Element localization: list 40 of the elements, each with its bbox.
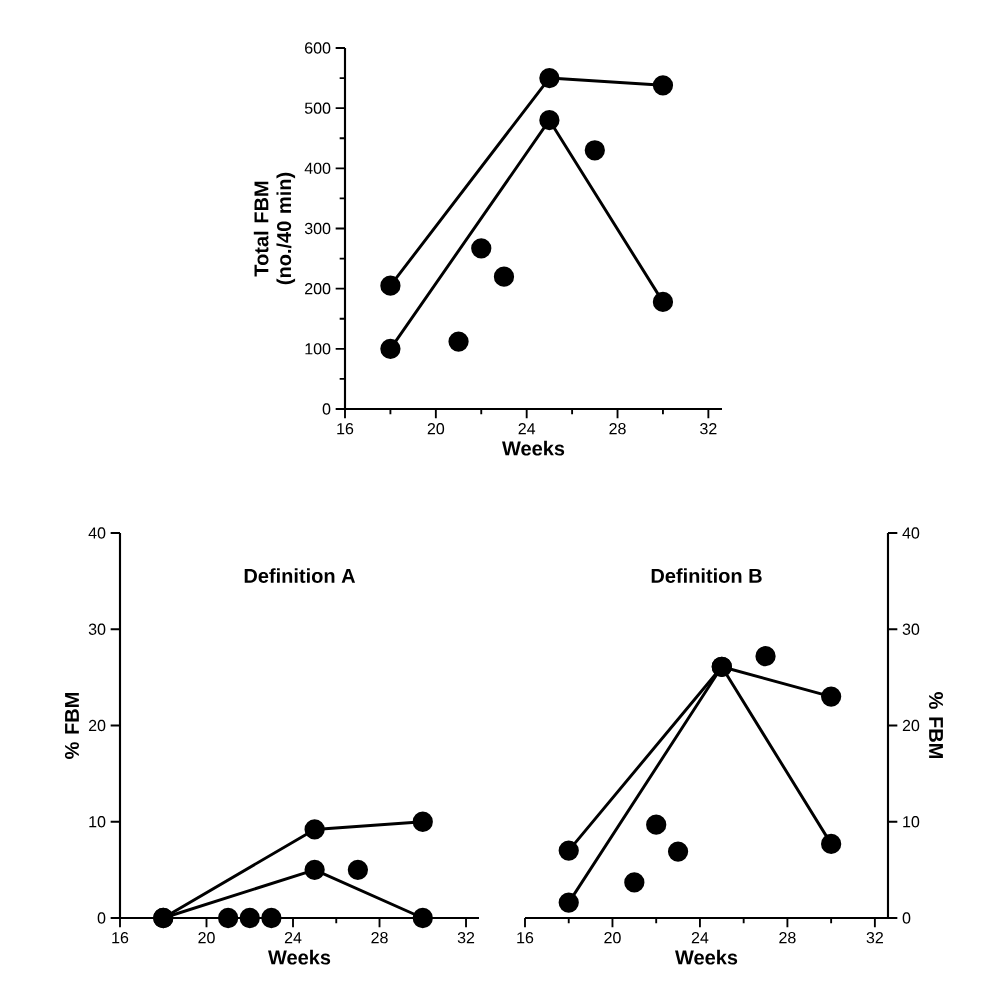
x-tick-label: 28 bbox=[609, 423, 626, 435]
x-tick-label: 28 bbox=[371, 932, 388, 944]
y2-tick-label: 10 bbox=[903, 816, 920, 828]
y-tick-label: 100 bbox=[305, 343, 331, 355]
y-tick-label: 600 bbox=[305, 42, 331, 54]
x-axis-title: Weeks bbox=[675, 949, 738, 965]
x-tick-label: 20 bbox=[427, 423, 445, 435]
x-tick-label: 28 bbox=[779, 932, 796, 944]
y-axis-title: % FBM bbox=[64, 692, 79, 759]
x-axis-title: Weeks bbox=[268, 949, 331, 965]
x-tick-label: 32 bbox=[700, 423, 717, 435]
y-tick-label: 300 bbox=[304, 222, 331, 235]
x-tick-label: 32 bbox=[457, 932, 475, 944]
x-tick-label: 16 bbox=[517, 932, 534, 944]
y2-tick-label: 20 bbox=[902, 719, 920, 732]
y-tick-label: 0 bbox=[322, 403, 331, 415]
y2-tick-label: 40 bbox=[902, 527, 920, 539]
text: Definition B bbox=[651, 568, 762, 583]
x-tick-label: 20 bbox=[604, 932, 621, 944]
y-tick-label: 20 bbox=[88, 719, 106, 732]
x-tick-label: 16 bbox=[112, 932, 129, 944]
y-tick-label: 0 bbox=[97, 912, 106, 924]
y-tick-label: 10 bbox=[89, 816, 106, 828]
y-tick-label: 200 bbox=[305, 283, 331, 295]
x-tick-label: 24 bbox=[518, 423, 536, 435]
y2-axis-title: % FBM bbox=[929, 692, 944, 759]
x-tick-label: 32 bbox=[866, 932, 883, 944]
x-tick-label: 16 bbox=[337, 423, 354, 435]
y-tick-label: 500 bbox=[304, 102, 331, 114]
y-axis-title: Total FBM (no./40 min) bbox=[253, 172, 296, 285]
x-tick-label: 24 bbox=[284, 932, 302, 944]
x-axis-title: Weeks bbox=[502, 440, 565, 456]
x-tick-label: 24 bbox=[691, 932, 709, 944]
y-tick-label: 400 bbox=[304, 162, 331, 174]
y2-tick-label: 0 bbox=[902, 912, 911, 924]
y2-tick-label: 30 bbox=[902, 623, 920, 635]
x-tick-label: 20 bbox=[198, 932, 215, 944]
y-tick-label: 30 bbox=[88, 623, 106, 635]
y-tick-label: 40 bbox=[88, 527, 106, 539]
text: Definition A bbox=[244, 568, 356, 583]
